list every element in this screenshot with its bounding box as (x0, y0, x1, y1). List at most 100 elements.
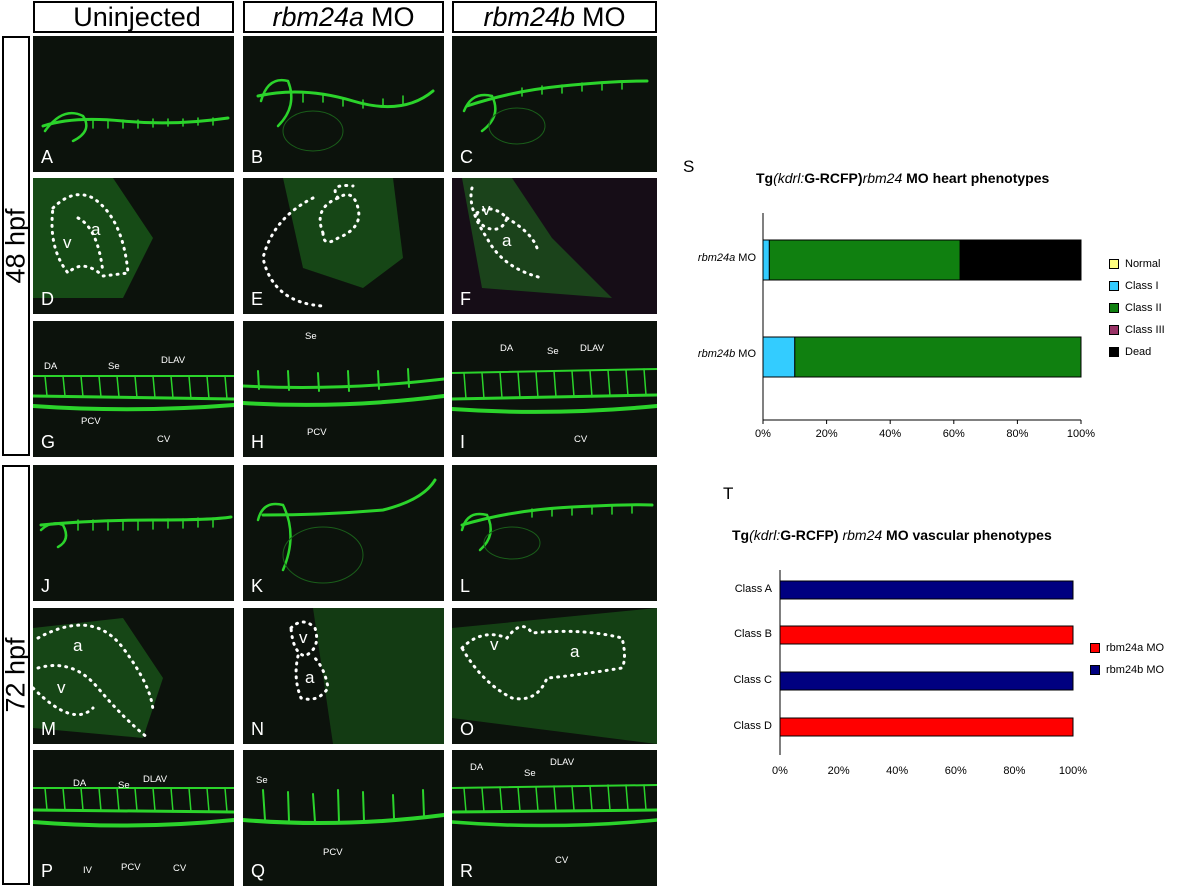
column-header-rbm24a: rbm24a MO (243, 1, 444, 33)
panel-letter: M (41, 719, 56, 739)
panel-letter: A (41, 147, 54, 167)
x-tick-label: 100% (1066, 428, 1096, 440)
panel-f: v a F (452, 178, 657, 314)
panel-letter: J (41, 576, 50, 596)
legend-item: Class III (1109, 319, 1165, 341)
legend-swatch (1090, 665, 1100, 675)
panel-letter: P (41, 861, 54, 881)
bar-segment (959, 239, 1082, 281)
vessel-label-da: DA (73, 778, 87, 789)
legend-label: Class II (1125, 302, 1162, 314)
panel-letter: Q (251, 861, 266, 881)
bar (779, 717, 1074, 737)
panel-letter: O (460, 719, 475, 739)
bar-segment (768, 239, 961, 281)
legend-label: Dead (1125, 346, 1152, 358)
legend-swatch (1109, 347, 1119, 357)
vessel-label-se: Se (305, 331, 317, 342)
vessel-label-se: Se (118, 780, 130, 791)
chart-title-suffix: MO vascular phenotypes (882, 527, 1052, 543)
vessel-label-se: Se (256, 775, 268, 786)
legend-item: rbm24a MO (1090, 637, 1164, 659)
chart-title-italic: (kdrl: (749, 527, 781, 543)
column-header-italic: rbm24a (272, 1, 365, 32)
column-header-text: MO (371, 1, 415, 32)
panel-letter: K (251, 576, 264, 596)
legend-label: Class I (1125, 280, 1159, 292)
atrium-label: a (73, 636, 83, 655)
chart-title-mid: G-RCFP) (804, 170, 863, 186)
vessel-label-se: Se (547, 346, 559, 357)
chart-legend: rbm24a MO rbm24b MO (1090, 637, 1164, 681)
vessel-label-da: DA (470, 762, 484, 773)
panel-m: a v M (33, 608, 234, 744)
category-label: rbm24a MO (670, 252, 756, 264)
vessel-label-pcv: PCV (81, 416, 101, 427)
chart-title-prefix: Tg (756, 170, 774, 186)
vessel-label-dlav: DLAV (143, 774, 168, 785)
panel-h: Se PCV H (243, 321, 444, 457)
legend-swatch (1109, 281, 1119, 291)
chart-title-suffix: MO heart phenotypes (902, 170, 1050, 186)
vessel-label-cv: CV (173, 863, 187, 874)
panel-letter: C (460, 147, 473, 167)
x-tick-label: 20% (815, 428, 838, 440)
ventricle-label: v (299, 628, 308, 647)
panel-g: DA Se DLAV PCV CV G (33, 321, 234, 457)
chart-title-italic: (kdrl: (773, 170, 805, 186)
vessel-label-cv: CV (574, 434, 588, 445)
chart-title-mid: G-RCFP) (780, 527, 843, 543)
legend-item: rbm24b MO (1090, 659, 1164, 681)
column-header-text: Uninjected (73, 1, 201, 32)
category-label: Class B (734, 628, 772, 640)
panel-letter: F (460, 289, 471, 309)
panel-letter: R (460, 861, 473, 881)
panel-q: Se PCV Q (243, 750, 444, 886)
legend-item: Class I (1109, 275, 1165, 297)
panel-i: DA Se DLAV CV I (452, 321, 657, 457)
chart-t: T Tg(kdrl:G-RCFP) rbm24 MO vascular phen… (670, 480, 1195, 780)
atrium-label: a (305, 668, 315, 687)
legend-swatch (1109, 325, 1119, 335)
atrium-label: a (91, 220, 101, 239)
panel-letter: B (251, 147, 264, 167)
vessel-label-dlav: DLAV (161, 355, 186, 366)
chart-t-plot (779, 570, 1074, 755)
panel-letter: I (460, 432, 466, 452)
legend-swatch (1109, 303, 1119, 313)
panel-letter: D (41, 289, 54, 309)
category-text: MO (735, 252, 756, 264)
bar (779, 625, 1074, 645)
bar-segment (762, 336, 796, 378)
legend-item: Class II (1109, 297, 1165, 319)
ventricle-label: v (57, 678, 66, 697)
legend-item: Normal (1109, 253, 1165, 275)
vessel-label-da: DA (500, 343, 514, 354)
panel-d: v a D (33, 178, 234, 314)
vessel-label-iv: IV (83, 865, 92, 876)
row-label-72hpf: 72 hpf (0, 465, 31, 885)
legend-swatch (1090, 643, 1100, 653)
x-tick-label: 40% (886, 765, 909, 777)
panel-letter: E (251, 289, 264, 309)
vessel-label-cv: CV (555, 855, 569, 866)
x-tick-label: 60% (942, 428, 965, 440)
panel-p: DA Se DLAV IV PCV CV P (33, 750, 234, 886)
category-italic: rbm24b (697, 348, 736, 360)
panel-r: DA Se DLAV CV R (452, 750, 657, 886)
vessel-label-pcv: PCV (121, 862, 141, 873)
vessel-label-dlav: DLAV (580, 343, 605, 354)
legend-label: Class III (1125, 324, 1165, 336)
panel-letter: L (460, 576, 471, 596)
chart-s: S Tg(kdrl:G-RCFP)rbm24 MO heart phenotyp… (670, 150, 1195, 450)
legend-label: Normal (1125, 258, 1161, 270)
row-label-text: 72 hpf (0, 637, 31, 713)
panel-o: v a O (452, 608, 657, 744)
vessel-label-da: DA (44, 361, 58, 372)
panel-letter: H (251, 432, 264, 452)
panel-letter: N (251, 719, 264, 739)
vessel-label-se: Se (524, 768, 536, 779)
bar (779, 671, 1074, 691)
category-label: rbm24b MO (670, 348, 756, 360)
x-tick-label: 60% (944, 765, 967, 777)
